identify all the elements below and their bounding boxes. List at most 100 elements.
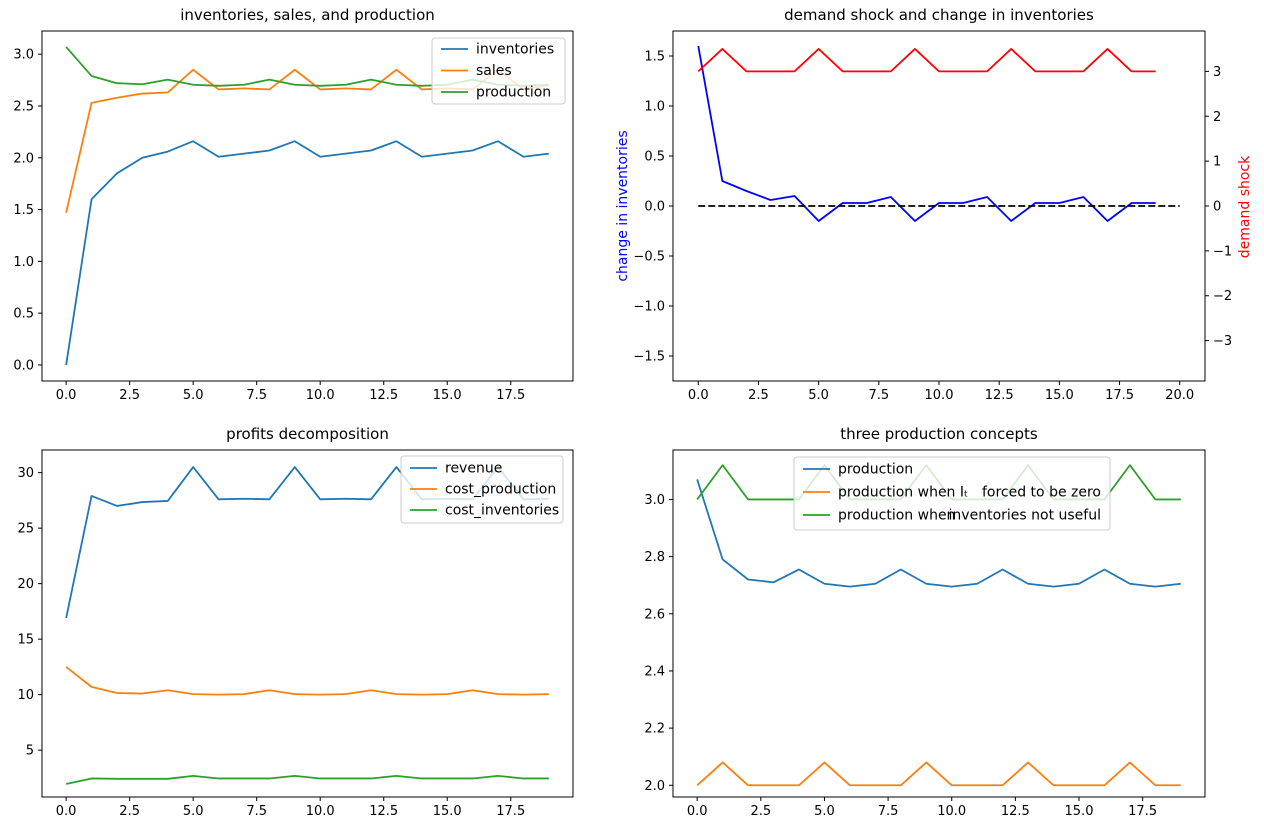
subplot-three-production-concepts: 0.0 2.5 5.0 7.5 10.0 12.5 15.0 17.5 2.0 2.2 2.4 2.6… [644, 449, 1206, 819]
x-tick-label: 20.0 [1165, 388, 1194, 403]
x-tick-label: 0.0 [687, 804, 708, 819]
right-y-tick-label: 3 [1213, 65, 1221, 80]
legend-label: cost_inventories [445, 503, 559, 519]
x-tick-label: 15.0 [433, 388, 462, 403]
y-tick-label: 20 [17, 577, 34, 592]
series-demand-shock [697, 48, 1156, 73]
y-tick-label: 0.5 [644, 150, 665, 165]
axes-frame [41, 449, 574, 798]
y-tick-label: 0.5 [13, 307, 34, 322]
x-tick-label: 5.0 [183, 388, 204, 403]
y-tick-label: 25 [17, 522, 34, 537]
right-y-tick-label: −2 [1213, 289, 1232, 304]
legend-label: cost_production [445, 482, 556, 498]
x-tick-label: 17.5 [1105, 388, 1134, 403]
right-y-tick-label: −3 [1213, 334, 1232, 349]
y-tick-label: −0.5 [633, 250, 665, 265]
x-tick-label: 0.0 [688, 388, 709, 403]
title-inventories-sales-production: inventories, sales, and production [180, 6, 435, 24]
x-tick-label: 7.5 [868, 388, 889, 403]
legend-label-right-part: inventories not useful [949, 508, 1101, 524]
y-tick-label: 3.0 [644, 493, 665, 508]
x-tick-label: 15.0 [433, 804, 462, 819]
x-tick-label: 0.0 [56, 388, 77, 403]
y-tick-label: 2.6 [644, 607, 665, 622]
subplot-demand-shock-change-in-inventories: 0.0 2.5 5.0 7.5 10.0 12.5 15.0 17.5 20.0−1.5−1.0… [633, 30, 1232, 403]
y-tick-label: 2.2 [644, 722, 665, 737]
x-axis-ticks: 0.0 2.5 5.0 7.5 10.0 12.5 15.0 17.5 20.0 [688, 381, 1194, 403]
y-tick-label: 2.4 [644, 664, 665, 679]
x-tick-label: 7.5 [878, 804, 899, 819]
series-inventories [65, 140, 549, 366]
y-tick-label: 10 [17, 688, 34, 703]
legend-label: inventories [476, 42, 554, 58]
y-tick-label: 3.0 [13, 48, 34, 63]
legend: production production when Iₜ forced to be… [793, 456, 1111, 531]
legend-label: production when Iₜ [838, 485, 968, 501]
x-axis-ticks: 0.0 2.5 5.0 7.5 10.0 12.5 15.0 17.5 [56, 381, 525, 403]
y-axis-ticks: 2.0 2.2 2.4 2.6 2.8 3.0 [644, 493, 673, 794]
right-y-tick-label: 1 [1213, 155, 1221, 170]
axes-frame [672, 449, 1206, 798]
y-tick-label: 30 [17, 466, 34, 481]
series-production [696, 479, 1181, 588]
y-tick-label: −1.5 [633, 350, 665, 365]
x-tick-label: 17.5 [1128, 804, 1157, 819]
x-tick-label: 7.5 [246, 388, 267, 403]
y-tick-label: 5 [26, 744, 34, 759]
y-tick-label: 0.0 [644, 200, 665, 215]
x-tick-label: 7.5 [246, 804, 267, 819]
x-tick-label: 12.5 [369, 388, 398, 403]
legend-label: production [838, 462, 913, 478]
right-y-axis-ticks: −3 −2 −1 0 1 2 3 [1205, 65, 1232, 349]
x-tick-label: 12.5 [1001, 804, 1030, 819]
y-axis-ticks: 0.0 0.5 1.0 1.5 2.0 2.5 3.0 [13, 48, 42, 373]
right-y-tick-label: 2 [1213, 110, 1221, 125]
x-tick-label: 0.0 [56, 804, 77, 819]
legend-label-right-part: forced to be zero [982, 485, 1101, 501]
x-tick-label: 15.0 [1065, 804, 1094, 819]
title-demand-shock-change-in-inventories: demand shock and change in inventories [784, 6, 1094, 24]
x-axis-ticks: 0.0 2.5 5.0 7.5 10.0 12.5 15.0 17.5 [56, 797, 525, 819]
y-tick-label: 1.5 [13, 203, 34, 218]
x-tick-label: 10.0 [937, 804, 966, 819]
legend-frame [400, 455, 564, 524]
legend-frame [431, 37, 566, 105]
legend-label: production when [838, 508, 955, 524]
legend: inventories sales production [431, 37, 566, 105]
y-tick-label: −1.0 [633, 300, 665, 315]
right-y-tick-label: −1 [1213, 244, 1232, 259]
y-tick-label: 1.5 [644, 50, 665, 65]
x-tick-label: 10.0 [306, 388, 335, 403]
series-group [697, 45, 1180, 222]
legend-frame [793, 456, 1111, 531]
y-tick-label: 0.0 [13, 358, 34, 373]
legend-label: production [476, 85, 551, 101]
x-tick-label: 10.0 [925, 388, 954, 403]
y-tick-label: 2.0 [13, 151, 34, 166]
y-tick-label: 15 [17, 633, 34, 648]
x-tick-label: 2.5 [119, 388, 140, 403]
y-axis-ticks: 5 10 15 20 25 30 [17, 466, 42, 759]
y-tick-label: 1.0 [644, 100, 665, 115]
right-y-tick-label: 0 [1213, 200, 1221, 215]
ylabel-demand-shock: demand shock [1237, 155, 1253, 259]
legend: revenue cost_production cost_inventories [400, 455, 564, 524]
x-tick-label: 5.0 [808, 388, 829, 403]
y-tick-label: 2.0 [644, 779, 665, 794]
series-change-in-inventories [697, 45, 1156, 222]
x-tick-label: 12.5 [369, 804, 398, 819]
x-tick-label: 5.0 [814, 804, 835, 819]
y-tick-label: 2.5 [13, 99, 34, 114]
ylabel-change-in-inventories: change in inventories [615, 130, 631, 282]
y-tick-label: 2.8 [644, 550, 665, 565]
x-tick-label: 5.0 [183, 804, 204, 819]
subplot-profits-decomposition: 0.0 2.5 5.0 7.5 10.0 12.5 15.0 17.5 5 10 15 20 25 30 r… [17, 449, 574, 819]
series-cost-production [65, 666, 549, 696]
x-tick-label: 10.0 [306, 804, 335, 819]
axes-frame [41, 30, 574, 382]
legend-label: sales [476, 63, 512, 79]
x-tick-label: 17.5 [496, 388, 525, 403]
